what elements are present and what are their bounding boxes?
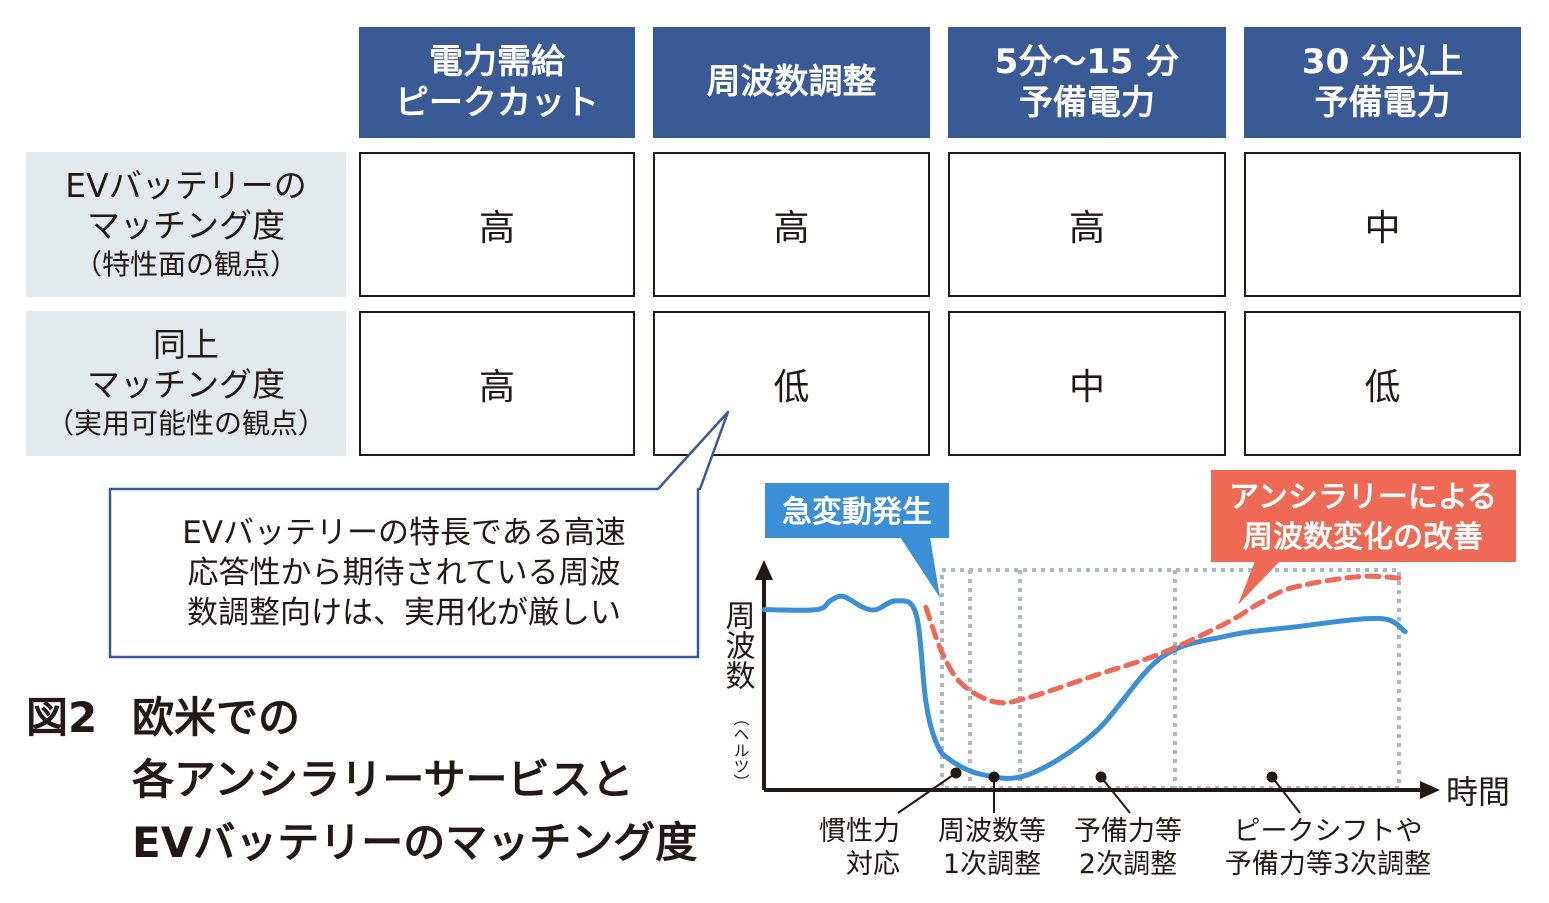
cell-r1-c3: 高 — [948, 152, 1226, 297]
y-axis-label: 周波数 — [720, 600, 756, 690]
row-label-main: 同上 マッチング度 — [87, 325, 285, 405]
cell-r2-c3: 中 — [948, 311, 1226, 456]
cell-r1-c1: 高 — [359, 152, 635, 297]
event-label-box — [765, 483, 949, 538]
phase-2-line1: 周波数等 — [938, 816, 1046, 847]
row-label-main: EVバッテリーの マッチング度 — [65, 166, 307, 246]
column-header-30min-reserve: 30 分以上 予備電力 — [1244, 27, 1521, 138]
phase-2-line2: 1次調整 — [943, 849, 1041, 880]
cell-r1-c2: 高 — [653, 152, 930, 297]
improvement-label-box — [1211, 470, 1516, 562]
phase-4-line2: 予備力等3次調整 — [1225, 849, 1431, 880]
caption-line-2: 各アンシラリーサービスと — [132, 755, 634, 804]
phase-1-line1: 慣性力 — [819, 816, 900, 847]
phase-markers — [897, 767, 1301, 814]
row-label-sub: （実用可能性の観点） — [45, 406, 326, 440]
row-label-sub: （特性面の観点） — [73, 247, 298, 281]
phase-3-line1: 予備力等 — [1074, 816, 1182, 847]
y-axis-arrow-icon — [755, 560, 773, 580]
event-label: 急変動発生 — [782, 495, 932, 530]
y-axis-unit: （ヘルツ） — [731, 710, 750, 790]
improvement-label-pointer — [1238, 561, 1280, 605]
series-improved-line — [923, 573, 1408, 706]
improvement-label-line1: アンシラリーによる — [1229, 480, 1497, 515]
cell-r2-c4: 低 — [1244, 311, 1521, 456]
phase-leader-line — [1100, 776, 1131, 814]
column-header-5-15min-reserve: 5分〜15 分 予備電力 — [948, 27, 1226, 138]
phase-boxes — [940, 568, 1401, 790]
figure-number: 図2 — [26, 693, 98, 742]
cell-r2-c2: 低 — [653, 311, 930, 456]
phase-leader-line — [897, 772, 957, 814]
improvement-label-line2: 周波数変化の改善 — [1243, 520, 1483, 555]
phase-1-line2: 対応 — [846, 849, 900, 880]
event-label-pointer — [900, 537, 940, 598]
cell-r2-c1: 高 — [359, 311, 635, 456]
phase-leader-line — [1271, 776, 1301, 814]
cell-r1-c4: 中 — [1244, 152, 1521, 297]
series-before-line — [761, 593, 1408, 781]
caption-line-3: EVバッテリーのマッチング度 — [132, 818, 698, 867]
callout-text: EVバッテリーの特長である高速 応答性から期待されている周波 数調整向けは、実用… — [182, 514, 626, 632]
x-axis-arrow-icon — [1420, 781, 1440, 799]
row-label-practicality: 同上 マッチング度 （実用可能性の観点） — [26, 311, 346, 456]
column-header-peak-cut: 電力需給 ピークカット — [359, 27, 635, 138]
row-label-characteristics: EVバッテリーの マッチング度 （特性面の観点） — [26, 152, 346, 297]
phase-4-line1: ピークシフトや — [1234, 816, 1423, 847]
caption-line-1: 欧米での — [132, 693, 301, 742]
x-axis-label: 時間 — [1446, 773, 1510, 811]
phase-3-line2: 2次調整 — [1079, 849, 1177, 880]
callout-bubble — [108, 410, 730, 659]
phase-outer-box — [940, 568, 1401, 790]
column-header-frequency-regulation: 周波数調整 — [653, 27, 930, 138]
